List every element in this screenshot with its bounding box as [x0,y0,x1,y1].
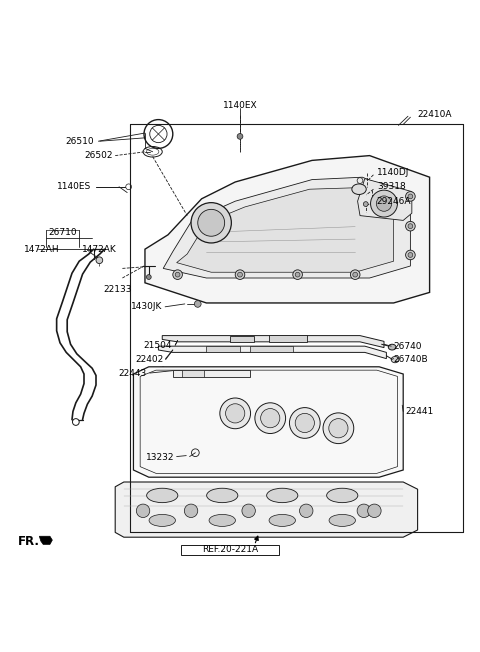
Text: 1140ES: 1140ES [57,183,91,191]
Circle shape [371,190,397,217]
Circle shape [293,270,302,280]
Text: 26510: 26510 [65,137,94,145]
Circle shape [184,504,198,518]
Circle shape [175,273,180,277]
Polygon shape [163,177,410,278]
Polygon shape [158,346,386,359]
Polygon shape [39,536,52,544]
Circle shape [238,273,242,277]
Polygon shape [173,370,250,378]
Ellipse shape [209,514,236,526]
Text: 26740: 26740 [394,342,422,351]
Circle shape [376,196,392,211]
Polygon shape [358,179,412,220]
Circle shape [363,201,368,207]
Text: 1430JK: 1430JK [131,303,162,311]
Circle shape [191,203,231,243]
Circle shape [329,419,348,438]
Circle shape [173,270,182,280]
Text: 1472AH: 1472AH [24,244,60,254]
Circle shape [295,273,300,277]
Polygon shape [145,156,430,303]
Circle shape [357,504,371,518]
Circle shape [220,398,251,429]
Polygon shape [206,346,240,352]
Circle shape [408,252,413,258]
Circle shape [408,224,413,229]
Circle shape [255,403,286,434]
Text: 22441: 22441 [406,407,434,416]
Circle shape [323,413,354,443]
Ellipse shape [267,488,298,503]
Text: 29246A: 29246A [377,197,411,205]
Circle shape [368,504,381,518]
Circle shape [261,409,280,428]
Circle shape [146,274,151,280]
Text: FR.: FR. [18,535,40,548]
Text: 26740B: 26740B [394,355,428,364]
Circle shape [226,404,245,423]
Ellipse shape [388,344,396,350]
Text: 13232: 13232 [146,454,174,462]
Polygon shape [115,482,418,537]
Circle shape [406,250,415,259]
Circle shape [235,270,245,280]
Polygon shape [133,367,403,477]
Text: 22410A: 22410A [418,110,452,119]
Ellipse shape [149,514,176,526]
Circle shape [353,273,358,277]
Polygon shape [182,370,204,378]
Text: 26710: 26710 [48,228,77,237]
Circle shape [350,270,360,280]
Ellipse shape [329,514,356,526]
Text: 21504: 21504 [144,341,172,349]
Text: 1472AK: 1472AK [82,244,116,254]
Ellipse shape [326,488,358,503]
Polygon shape [177,188,394,273]
Polygon shape [250,346,293,352]
Ellipse shape [207,488,238,503]
Circle shape [237,134,243,140]
Circle shape [300,504,313,518]
Text: 22133: 22133 [103,286,132,295]
Text: 22443: 22443 [118,370,146,379]
Circle shape [289,408,320,438]
Circle shape [198,209,225,236]
Circle shape [295,413,314,432]
Ellipse shape [391,357,399,363]
Text: 1140DJ: 1140DJ [377,168,409,177]
Text: 26502: 26502 [84,151,113,160]
Circle shape [242,504,255,518]
Text: REF.20-221A: REF.20-221A [203,544,258,554]
Polygon shape [269,334,307,342]
Circle shape [72,419,79,425]
Polygon shape [230,336,254,342]
Ellipse shape [269,514,295,526]
Ellipse shape [147,488,178,503]
Circle shape [406,222,415,231]
Text: 22402: 22402 [135,355,163,364]
Polygon shape [162,336,384,348]
Circle shape [408,194,413,199]
Circle shape [194,301,201,307]
Ellipse shape [352,184,366,194]
Text: 1140EX: 1140EX [223,100,257,110]
Circle shape [406,192,415,201]
Text: 39318: 39318 [377,183,406,191]
Circle shape [96,257,103,263]
Circle shape [136,504,150,518]
